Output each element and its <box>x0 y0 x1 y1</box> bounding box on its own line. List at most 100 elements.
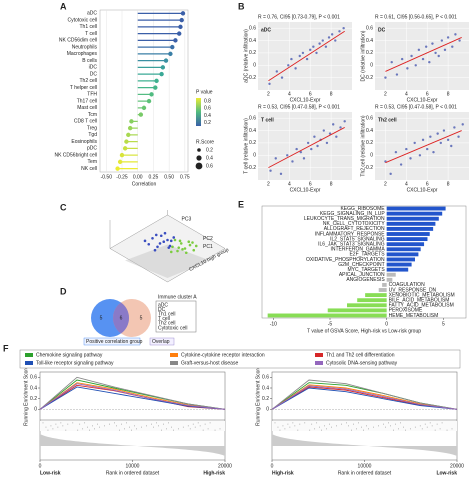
bar <box>378 288 387 292</box>
venn-label: Overlap <box>152 339 170 345</box>
panel-title: DC <box>378 27 386 33</box>
lollipop-dot <box>179 17 184 23</box>
x-tick-label: 8 <box>330 91 333 97</box>
point <box>413 141 416 145</box>
bar-label: OXIDATIVE_PHOSPHORYLATION <box>306 257 385 263</box>
ranked-metric <box>40 434 225 456</box>
end-label: Low-risk <box>40 470 61 476</box>
legend-size <box>195 162 203 170</box>
enrichment-line <box>39 383 226 410</box>
x-axis-label: CXCL10-Expr <box>290 97 321 103</box>
bar <box>382 282 387 287</box>
bar <box>386 232 430 236</box>
y-tick-label: 0 <box>253 153 256 159</box>
point <box>442 129 446 132</box>
point <box>178 239 182 243</box>
x-tick-label: 5 <box>442 321 445 327</box>
point <box>436 132 439 135</box>
point <box>446 138 450 142</box>
point <box>291 160 294 163</box>
bar-label: APICAL_JUNCTION <box>339 272 385 278</box>
bar-label: LEUKOCYTE_TRANS_MIGRATION <box>304 216 385 222</box>
point <box>325 141 329 145</box>
point <box>335 135 338 138</box>
lollipop-dot <box>126 132 131 138</box>
y-tick-label: 0.2 <box>366 140 373 146</box>
point <box>453 126 456 129</box>
point <box>286 154 289 157</box>
lollipop-dot <box>141 105 147 111</box>
enrichment-line <box>271 379 458 410</box>
point <box>439 141 442 145</box>
y-tick-label: 0.2 <box>262 396 269 402</box>
lollipop-dot <box>115 166 120 171</box>
y-axis-label: aDC (relative infiltration) <box>243 29 249 83</box>
point <box>406 67 409 70</box>
y-tick-label: -0.2 <box>247 165 256 171</box>
bar-label: MYC_TARGETS <box>348 267 386 273</box>
y-tick-label: 0.2 <box>30 396 37 402</box>
y-tick-label: 0.2 <box>249 140 256 146</box>
point <box>429 135 432 138</box>
x-tick-label: 0.00 <box>133 174 143 180</box>
point <box>451 45 454 48</box>
point <box>457 135 460 138</box>
bar <box>357 298 387 303</box>
point <box>414 64 417 67</box>
point <box>153 248 157 252</box>
y-tick-label: 0.6 <box>366 26 373 32</box>
point <box>334 39 337 42</box>
bar <box>386 262 412 267</box>
lollipop-dot <box>149 92 154 97</box>
fit-line <box>268 127 345 169</box>
point <box>279 172 283 176</box>
bar <box>386 277 393 282</box>
y-tick-label: aDC <box>87 11 97 17</box>
lollipop-dot <box>153 85 158 90</box>
y-tick-label: Th17 cell <box>77 98 97 104</box>
point <box>424 45 428 48</box>
bar <box>386 257 415 262</box>
legend-label: Th1 and Th2 cell differentiation <box>326 352 395 358</box>
y-tick-label: 0 <box>370 153 373 159</box>
x-axis-label: Correlation <box>132 181 157 187</box>
x-tick-label: 0.25 <box>149 174 159 180</box>
y-tick-label: pDC <box>87 146 97 152</box>
bar-label: COAGULATION <box>389 282 425 288</box>
y-tick-label: 0.4 <box>249 38 256 44</box>
point <box>428 60 431 64</box>
bar-label: INTERFERON_GAMMA <box>330 247 385 253</box>
venn-title: Immune cluster A <box>158 294 197 300</box>
bar-label: HEME_METABOLISM <box>389 313 439 319</box>
legend-label: 0.8 <box>204 98 211 104</box>
bar <box>347 303 387 308</box>
x-tick-label: -0.50 <box>101 174 113 180</box>
x-tick-label: 0 <box>271 463 274 469</box>
x-axis-label: CXCL10-Expr <box>290 187 321 193</box>
x-axis-label: CXCL10-Expr <box>407 97 438 103</box>
panel-label: C <box>60 202 67 212</box>
point <box>418 154 422 157</box>
y-tick-label: 0.6 <box>366 116 373 122</box>
venn-count: 5 <box>100 315 103 321</box>
point <box>431 42 434 45</box>
legend-label: Cytosolic DNA-sensing pathway <box>326 360 398 366</box>
point <box>275 70 278 73</box>
legend-label: Toll-like receptor signaling pathway <box>36 360 114 366</box>
bar <box>365 293 387 298</box>
box-frame <box>109 210 226 283</box>
point <box>183 247 187 250</box>
point <box>158 242 162 245</box>
x-tick-label: 8 <box>447 91 450 97</box>
point <box>188 243 192 247</box>
point <box>390 60 393 64</box>
lollipop-dot <box>168 51 173 57</box>
point <box>309 48 312 52</box>
lollipop-dot <box>129 119 134 124</box>
point <box>268 82 271 86</box>
point <box>342 26 345 30</box>
point <box>400 57 404 61</box>
plot-area <box>258 112 352 180</box>
enrichment-line <box>39 376 226 410</box>
